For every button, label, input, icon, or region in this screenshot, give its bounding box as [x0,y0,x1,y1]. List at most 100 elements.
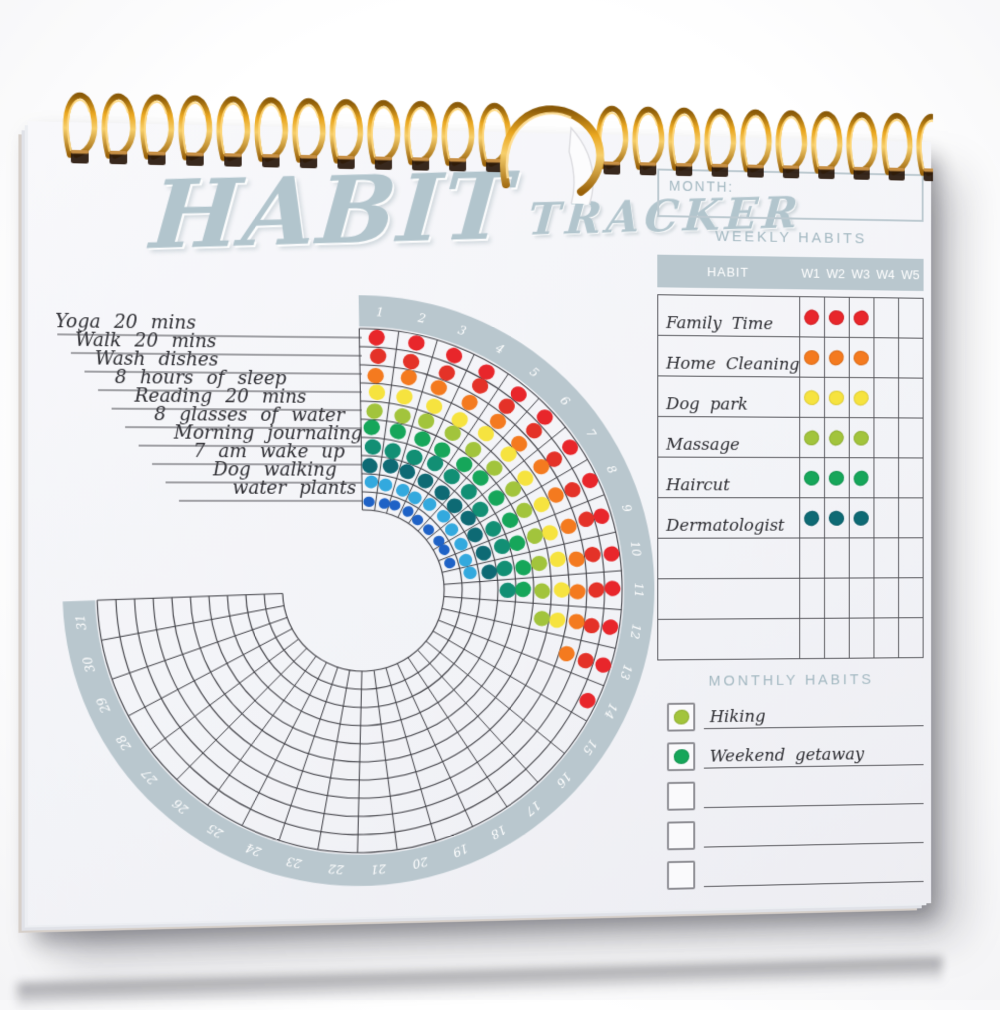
coil [778,113,804,179]
monthly-habit-line [704,856,924,887]
week-cell [898,338,923,377]
coil [849,115,875,180]
svg-text:21: 21 [370,861,387,876]
week-cell [824,418,849,457]
week-cell [898,498,923,537]
monthly-habit-line: Weekend getaway [704,739,924,769]
week-cell [849,578,874,617]
monthly-checkbox [667,782,695,811]
week-done-dot [803,429,821,447]
weekly-habit-name: Dermatologist [666,516,784,536]
weekly-habit-name: Home Cleaning [666,354,800,375]
weekly-habit-name-cell [658,619,798,660]
habit-connector-lines [57,334,361,501]
coil [407,104,435,171]
week-cell [898,418,923,457]
week-cell [799,538,824,577]
week-done-dot [827,347,847,367]
monthly-done-dot [673,710,689,725]
weekly-table-row: Dog park [658,375,922,417]
week-cell [799,378,824,417]
week-cell [849,538,874,577]
coil [707,111,734,177]
coil [743,112,769,178]
weekly-habit-name-cell: Dermatologist [658,498,798,538]
week-cell [824,498,849,537]
week-cell [824,458,849,497]
coil [143,97,171,165]
monthly-habit-row: Weekend getaway [657,739,923,770]
week-cell [824,338,849,377]
monthly-habit-name: Weekend getaway [710,745,864,767]
coil [671,110,698,176]
svg-text:31: 31 [73,614,89,631]
week-cell [824,297,849,336]
week-done-dot [802,508,821,527]
week-done-dot [804,349,820,365]
weekly-table-row: Home Cleaning [658,335,922,378]
week-cell [799,498,824,537]
week-done-dot [828,390,844,406]
weekly-habit-name: Massage [666,435,740,455]
weekly-habit-name-cell: Massage [658,417,798,457]
spiral-binding [26,59,933,210]
weekly-habits-table: Family Time Home Cleaning Dog park Massage H… [657,294,923,660]
monthly-checkbox [667,703,695,732]
page-bottom-shadow [17,957,942,1010]
week-cell [873,338,898,377]
weekly-habit-name-cell: Haircut [658,458,798,498]
monthly-habit-line [704,778,924,808]
week-cell [849,498,874,537]
week-done-dot [828,470,844,486]
monthly-habits-title: MONTHLY HABITS [657,671,923,690]
coil [219,99,247,167]
coil [884,116,910,181]
coil [257,100,285,168]
week-cell [849,298,874,337]
week-cell [799,297,824,337]
svg-text:10: 10 [628,540,644,557]
coil [104,96,133,164]
chart-dots [359,327,622,713]
weekly-habit-name: Haircut [666,475,730,495]
weekly-habit-name-cell: Home Cleaning [658,336,798,377]
weekly-habit-name-cell [658,538,798,578]
weekly-table-row: Haircut [658,457,922,498]
weekly-table-row: Family Time [658,295,922,337]
paper-curl [541,127,593,210]
week-cell [799,337,824,376]
monthly-habit-row [657,817,923,849]
week-cell [873,458,898,497]
weekly-habit-name: Dog park [666,394,748,414]
coil [295,101,323,169]
weekly-table-row [658,537,922,578]
svg-text:22: 22 [327,861,345,876]
week-cell [873,498,898,537]
week-cell [849,458,874,497]
week-done-dot [802,468,821,487]
week-done-dot [852,348,871,367]
week-cell [824,619,849,658]
week-cell [898,378,923,417]
monthly-done-dot [673,749,689,764]
monthly-checkbox [667,742,695,771]
week-cell [849,338,874,377]
weekly-table-row [658,617,922,659]
monthly-habit-name: Hiking [710,707,766,727]
weekly-habit-name-cell: Dog park [658,376,798,416]
week-cell [824,538,849,577]
monthly-habits-list: Hiking Weekend getaway [657,700,923,888]
week-done-dot [827,508,847,528]
coil [370,103,398,170]
week-cell [824,579,849,618]
monthly-checkbox [667,861,695,890]
week-cell [873,378,898,417]
week-cell [898,618,923,657]
week-column-header: W5 [898,267,923,282]
coil [919,116,933,181]
week-done-dot [853,510,869,526]
week-column-header: W1 [798,266,823,281]
